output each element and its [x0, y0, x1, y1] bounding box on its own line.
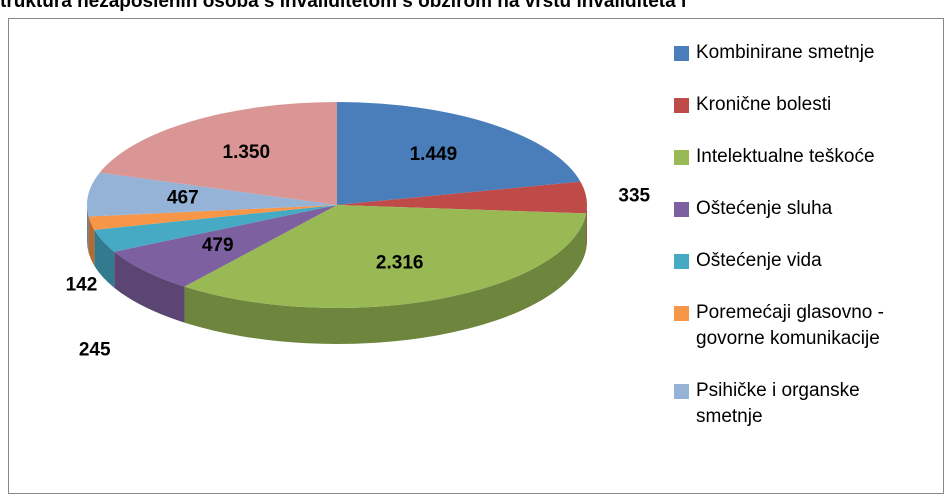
pie-slice	[337, 102, 581, 205]
legend-swatch	[674, 202, 689, 217]
data-label: 467	[167, 187, 199, 208]
pie-slice	[94, 205, 338, 252]
data-label: 1.350	[223, 142, 271, 163]
legend-label: Kronične bolesti	[696, 94, 832, 115]
data-label: 245	[79, 339, 111, 360]
pie-side	[586, 205, 587, 250]
legend-swatch	[674, 306, 689, 321]
legend-item: Kronične bolesti	[672, 92, 922, 118]
pie-side	[94, 229, 115, 288]
legend-label: Poremećaji glasovno - govorne komunikaci…	[696, 302, 884, 349]
pie-side	[87, 205, 89, 253]
pie-slice	[99, 102, 337, 205]
pie-slice	[114, 205, 337, 287]
data-label: 142	[66, 274, 98, 295]
data-label: 1.449	[410, 144, 458, 165]
legend-label: Oštećenje sluha	[696, 198, 833, 219]
legend-item: Oštećenje vida	[672, 248, 922, 274]
legend-swatch	[674, 150, 689, 165]
chart-frame	[8, 18, 944, 494]
legend-item: Kombinirane smetnje	[672, 40, 922, 66]
pie-slice	[337, 181, 587, 214]
legend-swatch	[674, 384, 689, 399]
legend-label: Intelektualne teškoće	[696, 146, 875, 167]
chart-title: truktura nezaposlenih osoba s invalidite…	[0, 0, 687, 12]
legend-item: Oštećenje sluha	[672, 196, 922, 222]
data-label: 335	[618, 186, 650, 207]
legend: Kombinirane smetnje Kronične bolesti Intel…	[672, 40, 922, 456]
pie-side	[114, 251, 185, 323]
legend-swatch	[674, 254, 689, 269]
legend-label: Psihičke i organske smetnje	[696, 380, 860, 427]
pie-slice	[87, 172, 337, 217]
data-label: 479	[202, 235, 234, 256]
legend-item: Poremećaji glasovno - govorne komunikaci…	[672, 300, 922, 352]
legend-item: Intelektualne teškoće	[672, 144, 922, 170]
pie-slice	[184, 205, 587, 308]
pie-side	[184, 213, 587, 345]
data-label: 2.316	[376, 252, 424, 273]
pie-side	[88, 216, 95, 266]
legend-swatch	[674, 46, 689, 61]
pie-slice	[88, 205, 337, 230]
legend-label: Kombinirane smetnje	[696, 42, 875, 63]
legend-swatch	[674, 98, 689, 113]
legend-label: Oštećenje vida	[696, 250, 822, 271]
legend-item: Psihičke i organske smetnje	[672, 378, 922, 430]
